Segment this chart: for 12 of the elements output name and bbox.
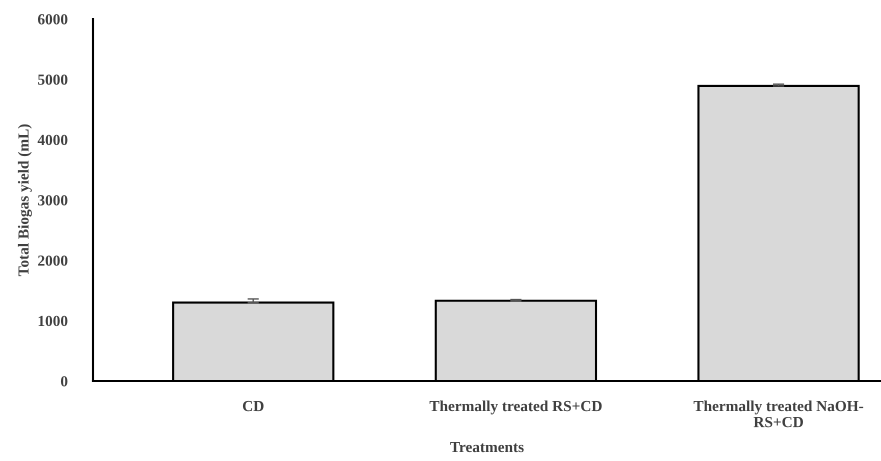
y-tick-label: 1000 (38, 316, 68, 326)
y-tick-label: 6000 (38, 14, 68, 24)
y-tick-label: 5000 (38, 74, 68, 85)
x-tick-label: CD (242, 400, 264, 412)
y-tick-label: 3000 (38, 195, 68, 206)
y-tick-label: 0 (60, 376, 68, 386)
x-tick-label: Thermally treated NaOH- RS+CD (694, 400, 864, 428)
y-tick-label: 2000 (38, 255, 68, 266)
x-tick-label: Thermally treated RS+CD (430, 400, 602, 414)
x-axis-title: Treatments (450, 442, 524, 452)
y-tick-label: 4000 (38, 134, 68, 146)
y-axis-title: Total Biogas yield (mL) (18, 124, 32, 276)
